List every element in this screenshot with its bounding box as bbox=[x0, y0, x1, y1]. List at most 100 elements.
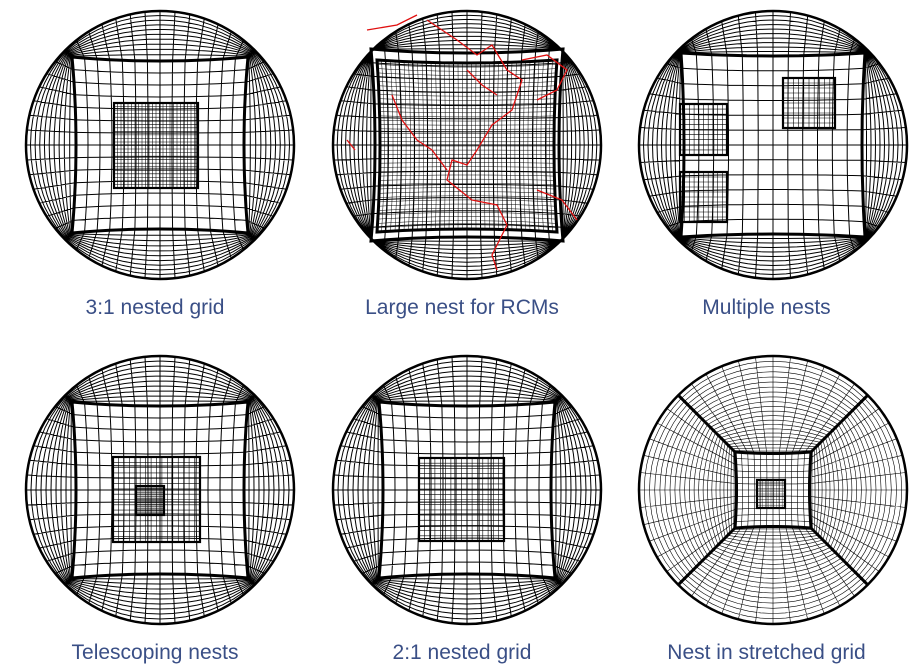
globe-multiple-nests bbox=[637, 9, 909, 281]
cube-face-outline bbox=[70, 55, 250, 235]
grid-lines bbox=[333, 395, 383, 585]
panel-large-nest-rcms: Large nest for RCMs bbox=[307, 0, 617, 330]
grid-lines bbox=[244, 50, 294, 240]
grid-lines bbox=[113, 103, 198, 188]
grid-lines bbox=[26, 395, 76, 585]
cube-face-top bbox=[677, 11, 868, 56]
grid-lines bbox=[735, 452, 811, 528]
grid-lines bbox=[372, 356, 562, 406]
grid-lines bbox=[809, 398, 907, 582]
coastline-4 bbox=[536, 189, 578, 221]
cube-edge-line bbox=[809, 394, 869, 454]
caption-2to1-nested-grid: 2:1 nested grid bbox=[392, 641, 532, 664]
globe-outline bbox=[24, 354, 296, 626]
grid-lines bbox=[333, 49, 375, 241]
panel-2to1-nested-grid: 2:1 nested grid bbox=[307, 345, 617, 672]
cube-face-right bbox=[862, 49, 907, 240]
panel-telescoping-nests: Telescoping nests bbox=[0, 345, 310, 672]
grid-lines bbox=[371, 237, 563, 279]
nest-inner-border bbox=[134, 484, 166, 517]
nest-3to1 bbox=[113, 103, 198, 188]
cube-face-top bbox=[371, 356, 562, 406]
cube-face-center bbox=[73, 58, 247, 232]
nest-left-upper-border bbox=[678, 102, 729, 157]
nest-outer bbox=[112, 456, 200, 543]
grid-lines bbox=[559, 49, 601, 241]
cube-face-left bbox=[639, 50, 684, 241]
coastline-1 bbox=[391, 94, 448, 171]
cube-face-left bbox=[639, 398, 737, 586]
cube-face-outline bbox=[377, 400, 557, 580]
panel-3to1-nested-grid: 3:1 nested grid bbox=[0, 0, 310, 330]
caption-telescoping-nests: Telescoping nests bbox=[71, 641, 239, 664]
grid-lines bbox=[678, 234, 868, 279]
caption-multiple-nests: Multiple nests bbox=[702, 296, 831, 319]
cube-face-center bbox=[735, 452, 811, 528]
nest-3to1-border bbox=[112, 101, 200, 190]
cube-face-right bbox=[559, 47, 601, 241]
nest-left-upper bbox=[680, 104, 727, 155]
grid-lines bbox=[757, 480, 785, 508]
grid-lines bbox=[551, 395, 601, 585]
globe-outline bbox=[637, 354, 909, 626]
caption-large-nest-rcms: Large nest for RCMs bbox=[365, 296, 559, 319]
grid-lines bbox=[65, 574, 255, 624]
grid-lines bbox=[680, 104, 727, 155]
cube-face-bottom bbox=[372, 574, 563, 624]
large-nest-border bbox=[375, 58, 559, 234]
nest-right-upper-border bbox=[781, 76, 837, 130]
coastline-3 bbox=[366, 14, 418, 31]
cube-face-bottom bbox=[371, 237, 565, 279]
grid-lines bbox=[65, 356, 255, 406]
cube-face-left bbox=[333, 395, 383, 586]
cube-face-outline bbox=[733, 450, 813, 530]
cube-face-right bbox=[809, 394, 907, 582]
cube-face-right bbox=[244, 394, 294, 585]
grid-lines bbox=[371, 11, 563, 53]
coastline-5 bbox=[346, 139, 356, 151]
grid-lines bbox=[112, 456, 200, 543]
globe-nest-in-stretched-grid bbox=[637, 354, 909, 626]
cube-face-right bbox=[244, 49, 294, 240]
cube-face-outline bbox=[70, 400, 250, 580]
globe-outline bbox=[24, 9, 296, 281]
cube-face-outline bbox=[679, 51, 867, 239]
grid-lines bbox=[73, 58, 247, 232]
panel-nest-in-stretched-grid: Nest in stretched grid bbox=[613, 345, 920, 672]
panel-multiple-nests: Multiple nests bbox=[613, 0, 920, 330]
cube-edge-line bbox=[809, 526, 869, 586]
grid-lines bbox=[680, 172, 727, 222]
caption-3to1-nested-grid: 3:1 nested grid bbox=[85, 296, 225, 319]
grid-lines bbox=[681, 356, 865, 454]
grid-lines bbox=[639, 50, 684, 240]
nest-right-upper bbox=[783, 78, 835, 128]
caption-nest-in-stretched-grid: Nest in stretched grid bbox=[667, 641, 866, 664]
globe-2to1-nested-grid bbox=[331, 354, 603, 626]
large-nest-rcm bbox=[377, 60, 557, 232]
globe-outline bbox=[637, 9, 909, 281]
grid-lines bbox=[678, 11, 868, 56]
nest-2to1-border bbox=[417, 456, 506, 543]
globe-3to1-nested-grid bbox=[24, 9, 296, 281]
cube-face-left bbox=[26, 50, 76, 241]
coastline-6 bbox=[466, 69, 498, 96]
cube-face-bottom bbox=[65, 229, 256, 279]
globe-telescoping-nests bbox=[24, 354, 296, 626]
coastline-2 bbox=[521, 54, 568, 101]
cube-face-left bbox=[333, 49, 375, 243]
cube-face-bottom bbox=[65, 574, 256, 624]
cube-edge-line bbox=[677, 526, 737, 586]
cube-face-left bbox=[26, 395, 76, 586]
nest-2to1 bbox=[418, 458, 504, 541]
grid-lines bbox=[372, 574, 562, 624]
grid-lines bbox=[377, 60, 557, 232]
nest-left-lower-border bbox=[678, 170, 729, 224]
nest-left-lower bbox=[680, 172, 727, 222]
grid-lines bbox=[862, 50, 907, 240]
cube-face-outline bbox=[369, 47, 565, 243]
globe-outline bbox=[331, 9, 603, 281]
cube-face-top bbox=[64, 356, 255, 406]
nest-stretched-border bbox=[755, 478, 787, 510]
nest-inner bbox=[136, 486, 164, 515]
grid-lines bbox=[65, 11, 255, 61]
